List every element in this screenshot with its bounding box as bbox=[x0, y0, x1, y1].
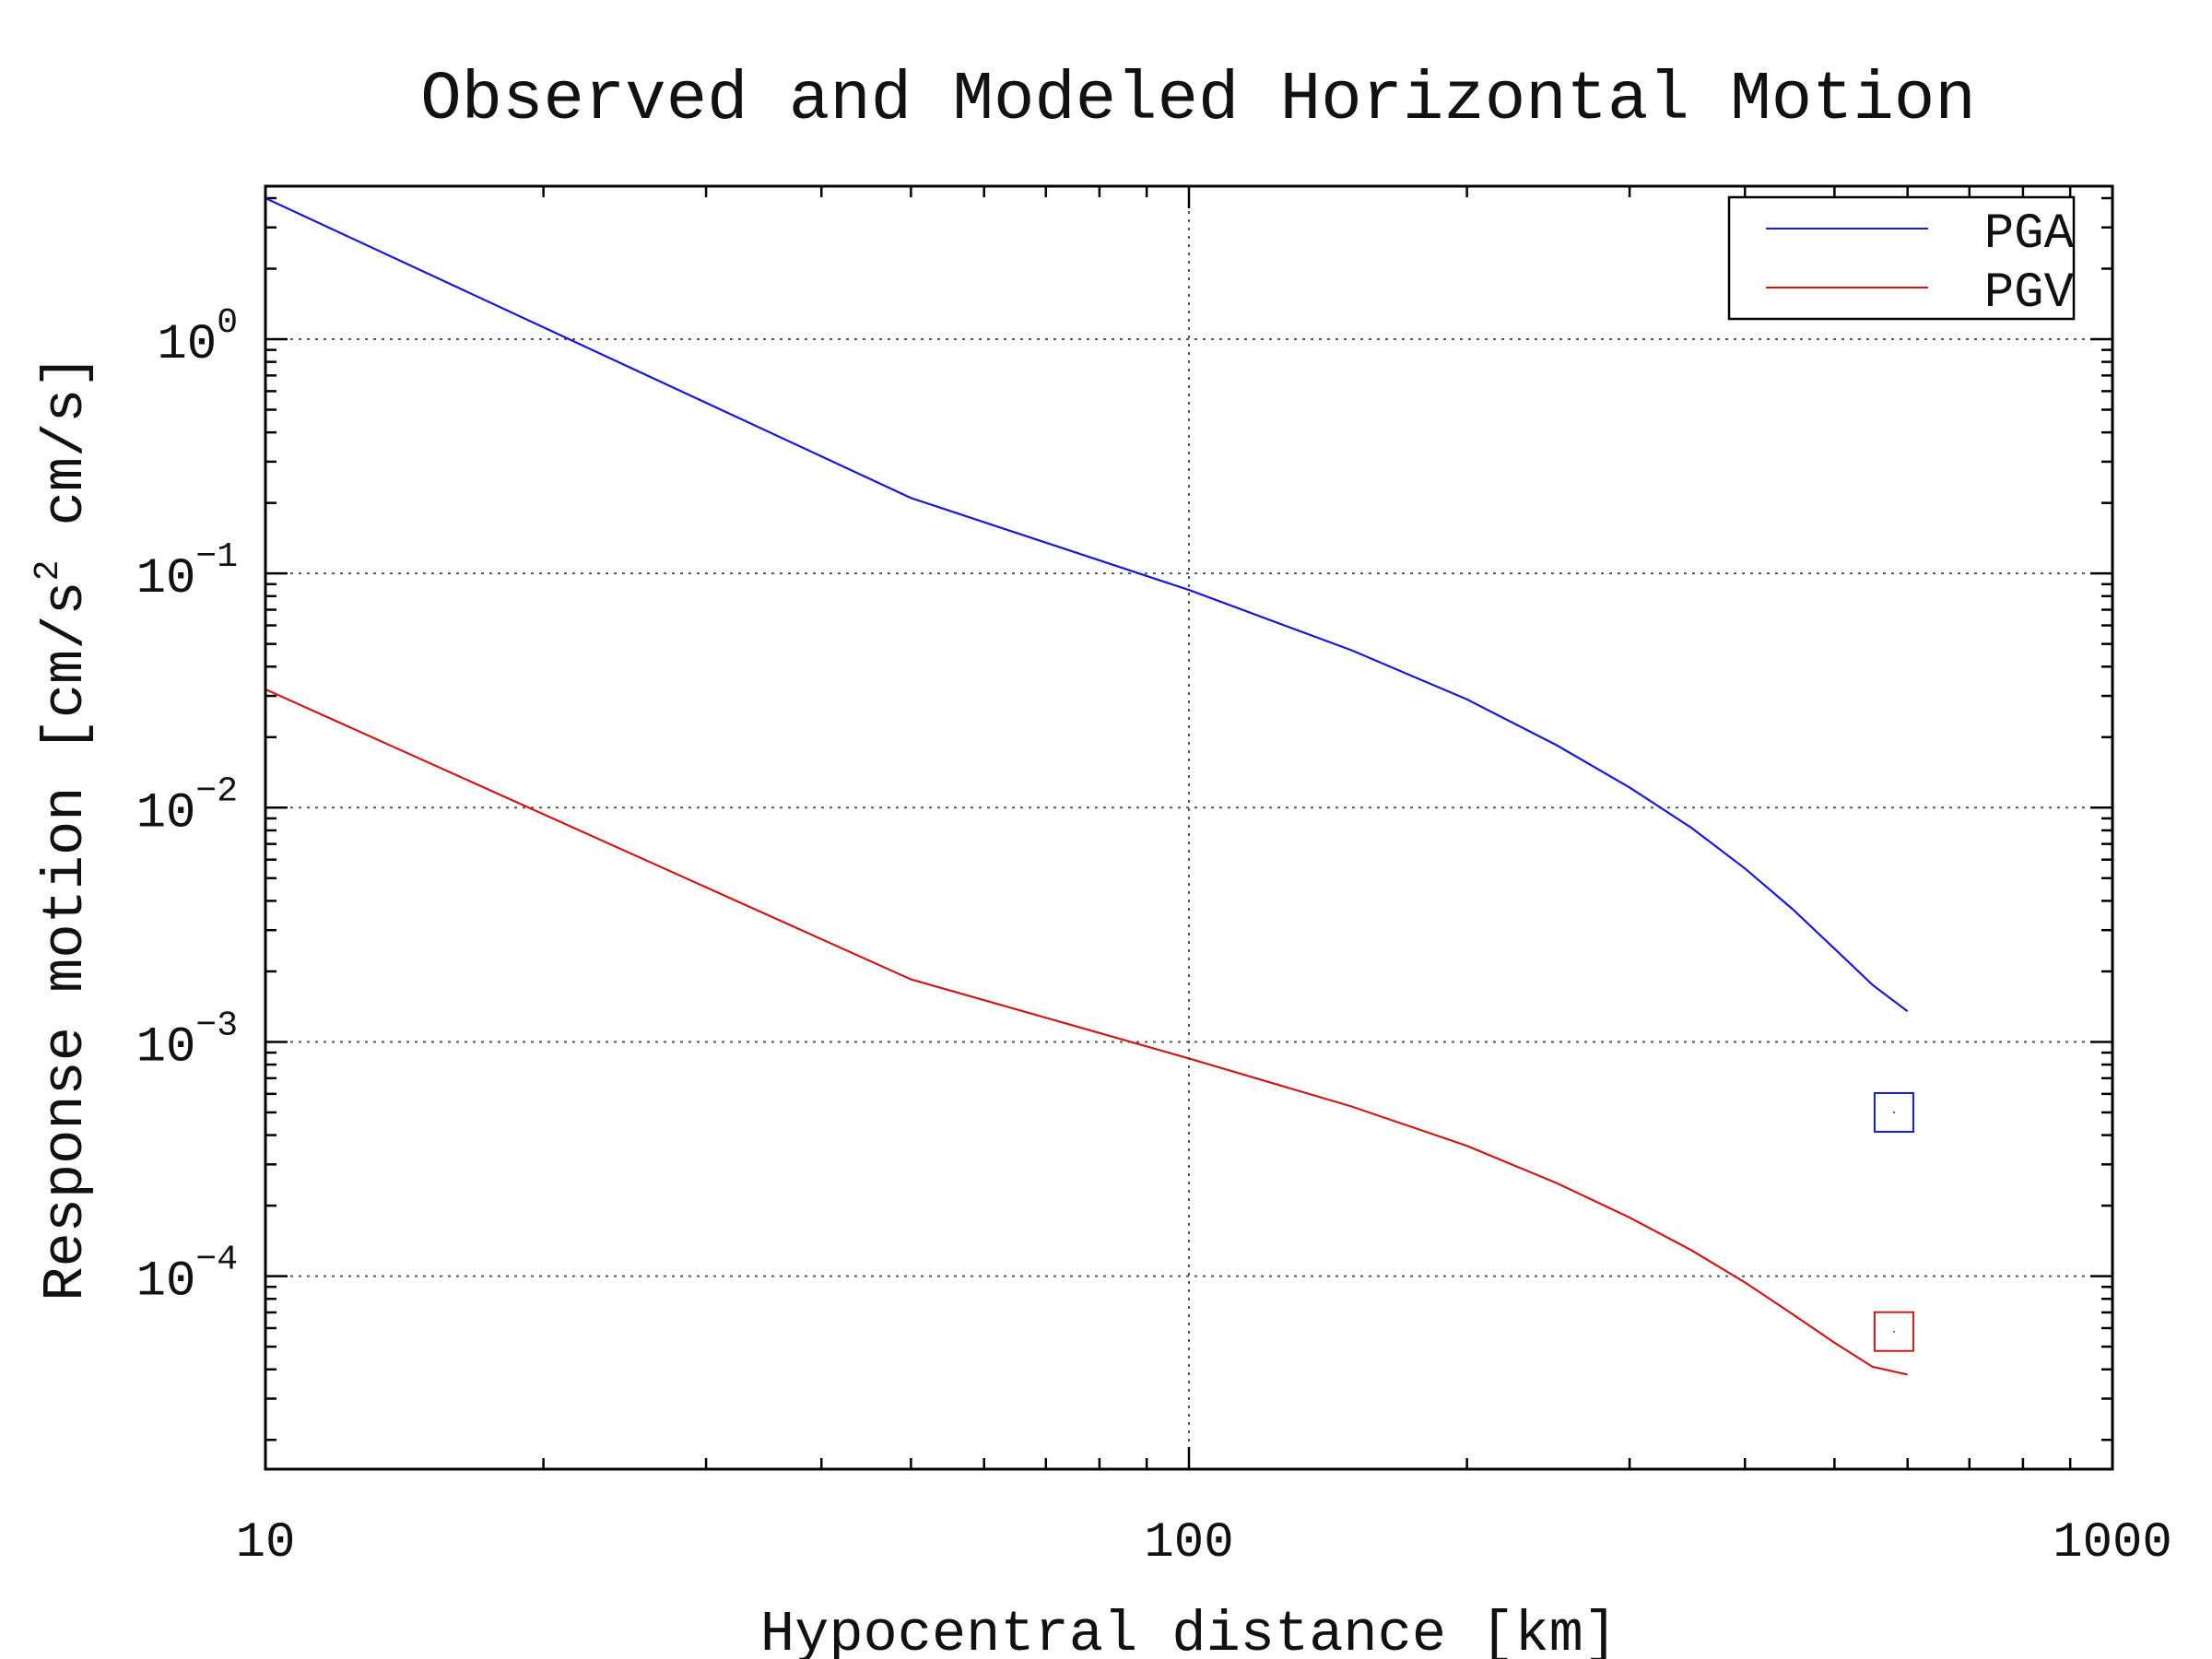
y-tick-label: 100 bbox=[157, 303, 238, 373]
series-line-pga bbox=[265, 197, 1909, 1013]
y-tick-exponent: 0 bbox=[217, 303, 238, 343]
y-tick-base: 10 bbox=[136, 1019, 196, 1076]
legend-label-pga: PGA bbox=[1984, 206, 2075, 263]
legend: PGA PGV bbox=[1727, 195, 2076, 322]
observed-point-pgv bbox=[1892, 1330, 1895, 1333]
observed-point-pga bbox=[1892, 1111, 1895, 1113]
x-tick-labels: 10 100 1000 bbox=[236, 1515, 2172, 1571]
observed-marker-pgv bbox=[1873, 1311, 1914, 1352]
x-tick-label: 100 bbox=[1144, 1515, 1233, 1571]
y-tick-label: 10−4 bbox=[136, 1241, 238, 1311]
y-axis-label: Response motion [cm/s2 cm/s] bbox=[29, 354, 99, 1300]
x-tick-label: 1000 bbox=[2053, 1515, 2172, 1571]
y-tick-base: 10 bbox=[136, 785, 196, 841]
y-tick-base: 10 bbox=[157, 317, 217, 373]
y-tick-base: 10 bbox=[136, 1254, 196, 1311]
y-tick-exponent: −1 bbox=[195, 537, 238, 577]
grid-lines bbox=[265, 186, 2112, 1469]
observed-marker-pga bbox=[1873, 1091, 1914, 1133]
x-axis-label: Hypocentral distance [km] bbox=[760, 1602, 1618, 1659]
y-tick-exponent: −4 bbox=[195, 1241, 238, 1280]
y-tick-exponent: −3 bbox=[195, 1006, 238, 1045]
legend-box bbox=[1727, 195, 2076, 321]
x-tick-label: 10 bbox=[236, 1515, 296, 1571]
series-line-pgv bbox=[265, 688, 1908, 1376]
y-axis-label-prefix: Response motion [cm/s bbox=[33, 581, 99, 1300]
plot-frame bbox=[264, 184, 2114, 1471]
legend-label-pgv: PGV bbox=[1984, 265, 2075, 322]
y-tick-label: 10−2 bbox=[136, 771, 238, 841]
y-axis-label-superscript: 2 bbox=[29, 560, 68, 582]
series-lines bbox=[265, 197, 1909, 1376]
chart-title: Observed and Modeled Horizontal Motion bbox=[420, 62, 1975, 139]
observed-markers bbox=[1873, 1091, 1914, 1352]
y-tick-label: 10−3 bbox=[136, 1006, 238, 1076]
y-tick-label: 10−1 bbox=[136, 537, 238, 607]
y-tick-base: 10 bbox=[136, 551, 196, 607]
y-tick-exponent: −2 bbox=[195, 771, 238, 811]
y-axis-label-suffix: cm/s] bbox=[33, 354, 99, 559]
